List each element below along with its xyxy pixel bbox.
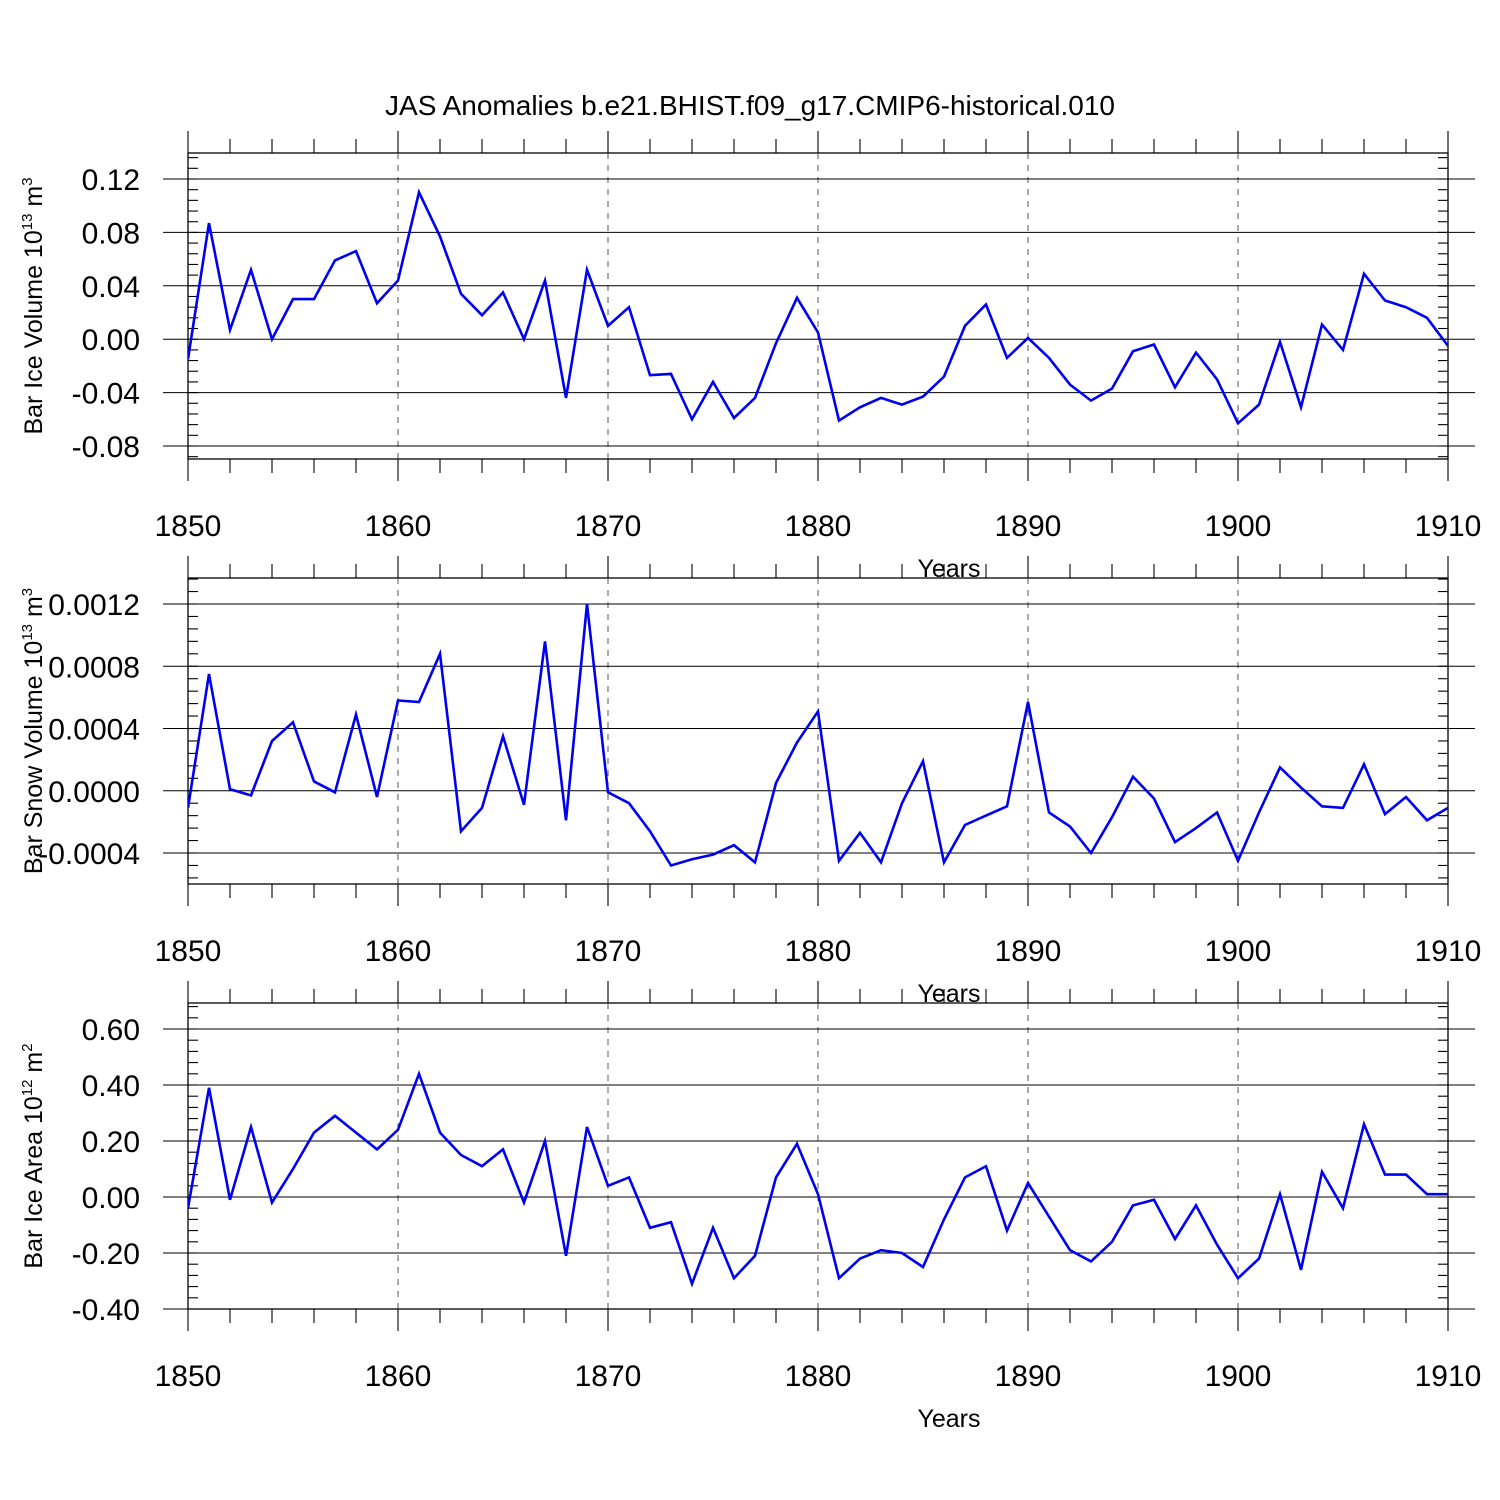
x-tick-label: 1850 [155,935,222,968]
x-axis-label: Years [917,1405,980,1433]
plot-frame [187,1002,1449,1310]
y-tick-label: 0.0004 [48,714,140,747]
y-axis-label: Bar Ice Volume 1013 m3 [19,177,48,434]
y-tick-label: 0.00 [82,1182,140,1215]
y-tick-label: -0.04 [72,378,140,411]
x-tick-label: 1860 [365,1360,432,1393]
x-tick-label: 1890 [995,1360,1062,1393]
x-tick-label: 1910 [1415,510,1482,543]
y-tick-label: 0.04 [82,271,140,304]
x-tick-label: 1860 [365,510,432,543]
y-tick-label: -0.0004 [38,838,140,871]
x-tick-label: 1880 [785,935,852,968]
panel-1: 1850 1860 1870 1880 1890 1900 1910 0.12 0.08 0.04… [19,131,1481,583]
series-line [188,188,1448,426]
x-tick-label: 1870 [575,1360,642,1393]
y-tick-label: 0.0008 [48,651,140,684]
y-tick-label: 0.00 [82,324,140,357]
x-axis-label: Years [917,980,980,1008]
x-tick-label: 1900 [1205,510,1272,543]
y-tick-label: -0.20 [72,1238,140,1271]
y-axis-label-superscript: 12 [19,1080,36,1097]
x-tick-label: 1900 [1205,935,1272,968]
y-axis-label-text: Bar Snow Volume 10 [20,641,48,874]
x-tick-label: 1880 [785,1360,852,1393]
y-axis-label-text: m [20,186,48,214]
y-tick-label: 0.60 [82,1014,140,1047]
y-axis-label-superscript: 3 [19,588,36,596]
x-tick-label: 1890 [995,935,1062,968]
y-tick-label: 0.12 [82,164,140,197]
series-line [188,1070,1448,1288]
x-axis-label: Years [917,555,980,583]
panel-2: 1850 1860 1870 1880 1890 1900 1910 0.0012 0.0008… [19,556,1481,1008]
x-tick-label: 1850 [155,510,222,543]
y-axis-label-text: Bar Ice Area 10 [20,1096,48,1268]
y-tick-label: 0.0012 [48,589,140,622]
panel-3: 1850 1860 1870 1880 1890 1900 1910 0.60 0.40 0.20… [19,981,1481,1433]
y-axis-label-text: m [20,596,48,624]
y-axis-label-text: Bar Ice Volume 10 [20,230,48,434]
x-tick-label: 1910 [1415,1360,1482,1393]
y-axis-label: Bar Ice Area 1012 m2 [19,1043,48,1268]
x-tick-label: 1870 [575,935,642,968]
plot-frame [187,152,1449,460]
chart-title: JAS Anomalies b.e21.BHIST.f09_g17.CMIP6-… [385,90,1115,121]
series-line [188,603,1448,868]
y-axis-label-superscript: 13 [19,624,36,641]
y-tick-label: -0.08 [72,431,140,464]
y-axis-label-superscript: 2 [19,1043,36,1051]
x-tick-label: 1910 [1415,935,1482,968]
y-tick-label: 0.40 [82,1070,140,1103]
panels: 1850 1860 1870 1880 1890 1900 1910 0.12 0.08 0.04… [19,131,1481,1433]
x-tick-label: 1890 [995,510,1062,543]
x-tick-label: 1900 [1205,1360,1272,1393]
x-tick-label: 1850 [155,1360,222,1393]
y-tick-label: 0.08 [82,217,140,250]
y-axis-label: Bar Snow Volume 1013 m3 [19,588,48,874]
x-tick-label: 1880 [785,510,852,543]
y-tick-label: 0.20 [82,1126,140,1159]
y-tick-label: -0.40 [72,1294,140,1327]
y-axis-label-superscript: 13 [19,214,36,231]
y-axis-label-text: m [20,1052,48,1080]
x-tick-label: 1870 [575,510,642,543]
x-tick-label: 1860 [365,935,432,968]
y-tick-label: 0.0000 [48,776,140,809]
plot-frame [187,577,1449,885]
y-axis-label-superscript: 3 [19,177,36,185]
